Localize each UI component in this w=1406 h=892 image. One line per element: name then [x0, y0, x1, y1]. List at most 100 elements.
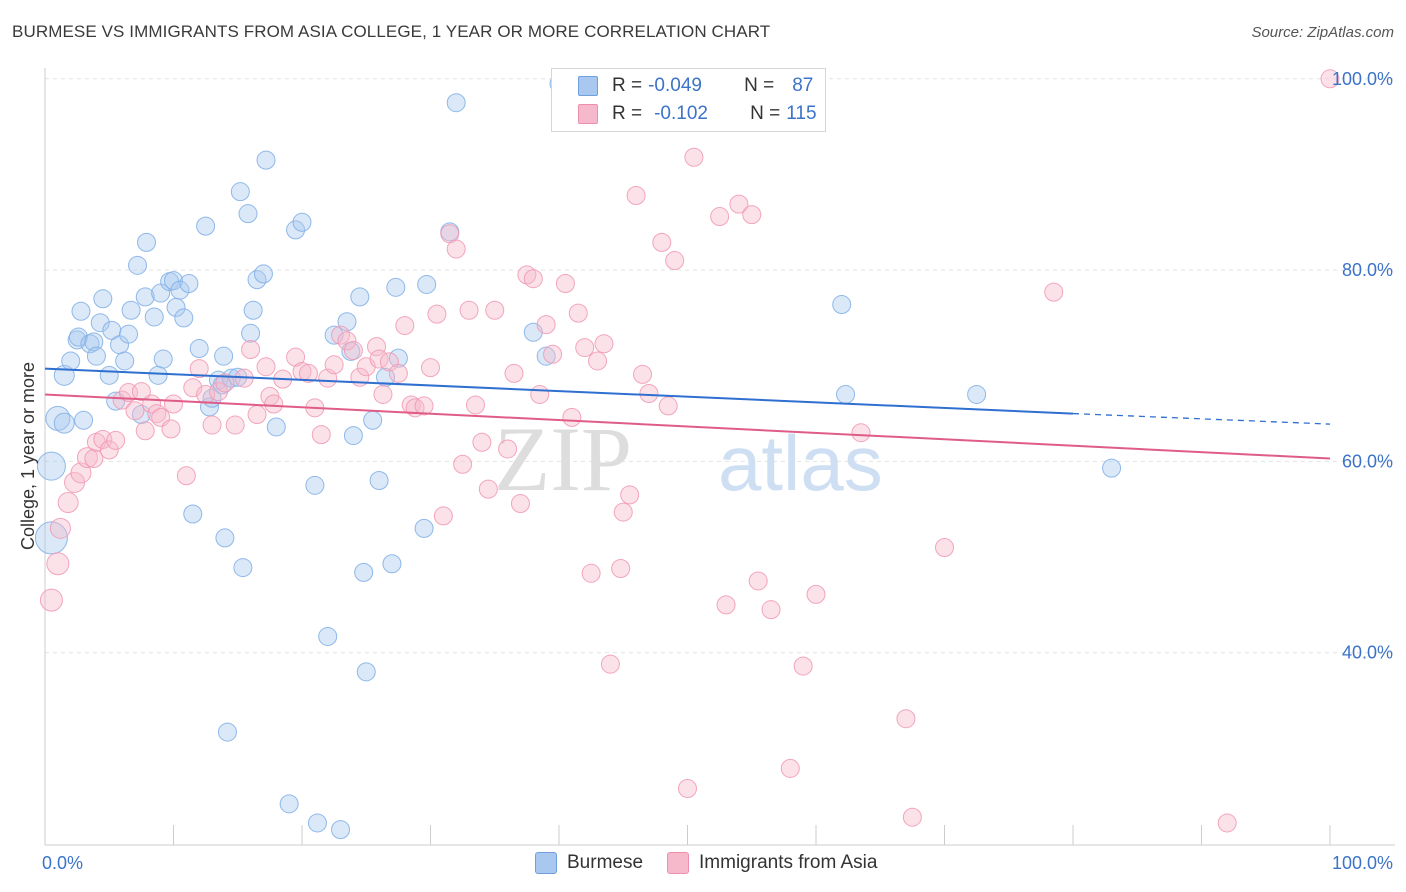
data-point — [147, 404, 167, 424]
data-point — [174, 308, 194, 328]
data-point — [652, 232, 672, 252]
data-point — [86, 346, 106, 366]
data-point — [189, 359, 209, 379]
data-point — [286, 347, 306, 367]
data-point — [465, 395, 485, 415]
r-label: R = — [612, 103, 643, 124]
n-value: 115 — [786, 103, 817, 124]
data-point — [137, 232, 157, 252]
data-point — [53, 412, 75, 434]
data-point — [230, 182, 250, 202]
data-point — [414, 396, 434, 416]
data-point — [153, 349, 173, 369]
data-point — [639, 383, 659, 403]
data-point — [76, 447, 98, 469]
n-value: 87 — [792, 75, 814, 96]
data-point — [851, 423, 871, 443]
watermark: ZIP atlas — [494, 408, 883, 510]
data-point — [131, 382, 151, 402]
data-point — [286, 220, 306, 240]
data-point — [99, 440, 119, 460]
data-point — [164, 394, 183, 414]
data-point — [279, 794, 299, 814]
data-point — [256, 150, 276, 170]
data-point — [241, 339, 261, 359]
data-point — [90, 313, 110, 333]
data-point — [611, 559, 631, 579]
n-label: N = — [750, 103, 781, 124]
data-point — [217, 722, 237, 742]
data-point — [363, 410, 383, 430]
data-point — [350, 287, 370, 307]
data-point — [581, 563, 601, 583]
data-point — [247, 405, 267, 425]
data-point — [678, 779, 697, 799]
data-point — [684, 147, 704, 167]
data-point — [266, 417, 286, 437]
data-point — [176, 466, 196, 486]
data-point — [125, 401, 145, 421]
legend-item-burmese: Burmese — [535, 852, 643, 874]
data-point — [498, 439, 518, 459]
data-point — [256, 357, 276, 377]
data-point — [161, 419, 181, 439]
r-value: -0.102 — [654, 103, 708, 124]
data-point — [215, 528, 235, 548]
data-point — [233, 558, 253, 578]
data-point — [337, 331, 357, 351]
data-point — [307, 813, 327, 833]
trend-lines — [44, 367, 1331, 460]
data-point — [99, 365, 119, 385]
data-point — [46, 552, 70, 576]
chart-title: BURMESE VS IMMIGRANTS FROM ASIA COLLEGE,… — [12, 22, 771, 41]
data-point — [600, 654, 620, 674]
data-point — [806, 584, 826, 604]
trend-line — [44, 367, 1074, 415]
data-point — [417, 274, 437, 294]
source-label: Source: ZipAtlas.com — [1251, 24, 1394, 41]
data-point — [135, 287, 155, 307]
data-point — [343, 340, 363, 360]
data-point — [68, 327, 88, 347]
x-tick-label-max: 100.0% — [1332, 853, 1393, 873]
data-point — [324, 355, 344, 375]
n-label: N = — [744, 75, 775, 96]
data-point — [36, 451, 66, 481]
data-point — [71, 301, 91, 321]
data-point — [164, 271, 183, 291]
legend-row-immigrants: R = -0.102 N = 115 — [578, 101, 817, 127]
data-point — [478, 479, 498, 499]
data-point — [49, 517, 71, 539]
axes — [44, 68, 1395, 846]
r-value: -0.049 — [648, 75, 702, 96]
series-legend: Burmese Immigrants from Asia — [535, 852, 901, 874]
data-point — [367, 337, 387, 357]
data-point — [793, 656, 813, 676]
data-point — [562, 407, 582, 427]
data-point — [935, 537, 954, 557]
data-point — [472, 432, 492, 452]
trend-line-extension — [1072, 412, 1331, 425]
data-point — [620, 485, 640, 505]
legend-item-immigrants: Immigrants from Asia — [667, 852, 877, 874]
data-point — [57, 492, 79, 514]
data-point — [121, 300, 141, 320]
data-point — [1044, 282, 1064, 302]
data-point — [748, 571, 768, 591]
r-label: R = — [612, 75, 643, 96]
data-point — [202, 415, 222, 435]
data-point — [115, 351, 135, 371]
data-point — [388, 363, 408, 383]
x-tick-label-min: 0.0% — [42, 853, 83, 873]
data-point — [214, 346, 234, 366]
data-point — [386, 277, 406, 297]
data-point — [93, 289, 113, 309]
data-point — [433, 506, 453, 526]
data-point — [369, 471, 389, 491]
tick-labels: 40.0% 60.0% 80.0% 100.0% 0.0% 100.0% — [42, 69, 1393, 873]
immigrants-swatch — [578, 104, 598, 124]
data-point — [311, 425, 331, 445]
data-point — [832, 295, 852, 315]
data-point — [510, 493, 530, 513]
data-point — [382, 554, 402, 574]
